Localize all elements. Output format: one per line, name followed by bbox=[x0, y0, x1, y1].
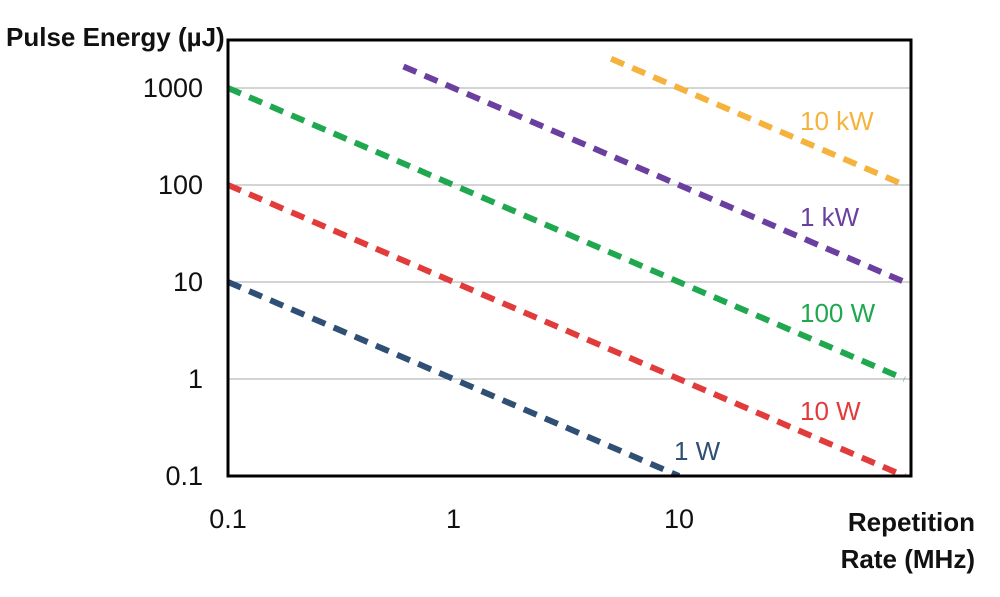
x-axis-title-line2: Rate (MHz) bbox=[841, 544, 975, 574]
y-tick-label: 100 bbox=[158, 170, 203, 200]
plot-frame bbox=[226, 38, 913, 478]
x-axis-title-line1: Repetition bbox=[848, 507, 975, 537]
series-line bbox=[228, 182, 906, 476]
x-tick-label: 0.1 bbox=[209, 504, 247, 534]
series-label: 1 W bbox=[674, 436, 721, 466]
series-label: 10 W bbox=[800, 396, 861, 426]
series-lines bbox=[228, 56, 906, 476]
series-label: 1 kW bbox=[800, 202, 860, 232]
y-tick-label: 1000 bbox=[143, 73, 203, 103]
x-tick-labels: 0.1 1 10 bbox=[209, 504, 694, 534]
series-line bbox=[609, 56, 906, 188]
series-label: 10 kW bbox=[800, 106, 874, 136]
y-tick-label: 10 bbox=[173, 267, 203, 297]
series-line bbox=[228, 85, 906, 382]
y-axis-title: Pulse Energy (µJ) bbox=[6, 22, 225, 52]
x-tick-label: 10 bbox=[664, 504, 694, 534]
y-tick-labels: 0.1 1 10 100 1000 bbox=[143, 73, 203, 491]
series-labels: 1 W 10 W 100 W 1 kW 10 kW bbox=[674, 106, 876, 466]
x-tick-label: 1 bbox=[446, 504, 461, 534]
series-label: 100 W bbox=[800, 298, 876, 328]
series-line bbox=[228, 279, 681, 476]
grid-lines bbox=[228, 87, 911, 380]
y-tick-label: 1 bbox=[188, 364, 203, 394]
series-line bbox=[402, 63, 906, 285]
y-tick-label: 0.1 bbox=[165, 461, 203, 491]
